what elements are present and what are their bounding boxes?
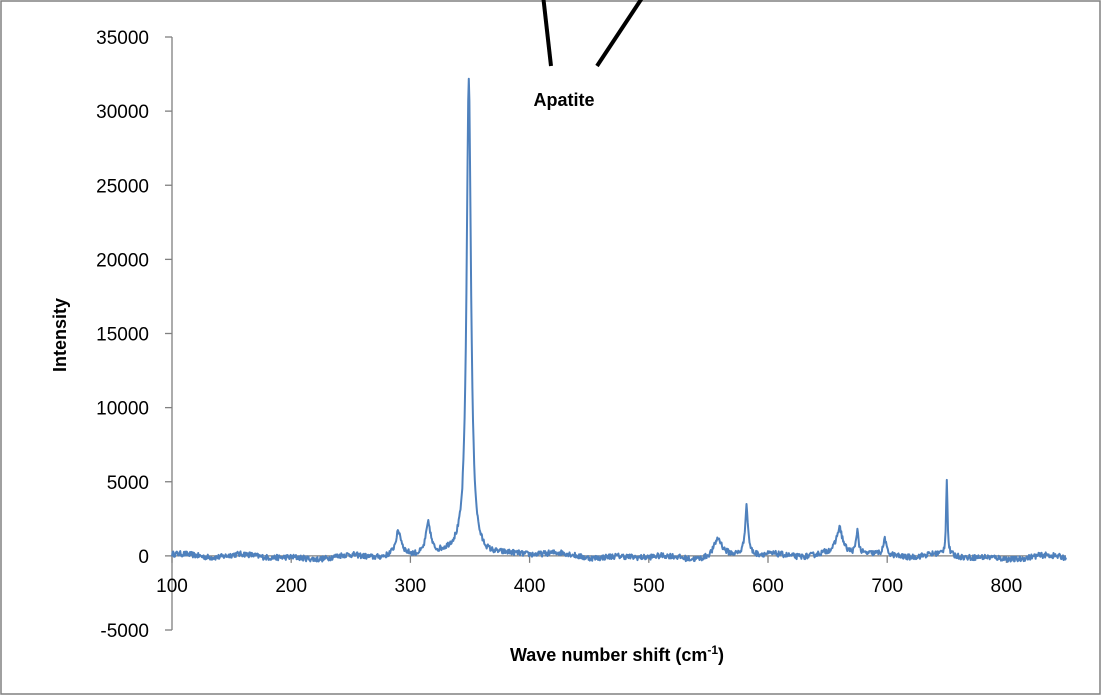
x-axis-title-sup: -1: [707, 643, 718, 657]
y-tick-label: 25000: [96, 176, 149, 197]
y-ticks: -5000 0 5000 10000 15000 20000 25000 30000 35000: [96, 28, 172, 642]
x-tick-label: 600: [752, 576, 784, 597]
spectrum-line: [171, 77, 1067, 563]
x-tick-label: 800: [991, 576, 1023, 597]
x-tick-label: 100: [156, 576, 188, 597]
x-axis-title: Wave number shift (cm-1): [510, 643, 724, 665]
x-tick-label: 400: [514, 576, 546, 597]
annotation-label: Apatite: [533, 90, 594, 110]
y-tick-label: 30000: [96, 102, 149, 123]
x-axis-title-tail: ): [718, 645, 724, 665]
y-tick-label: 35000: [96, 28, 149, 49]
y-tick-label: 15000: [96, 325, 149, 346]
annotation-pointer-left: [541, 0, 553, 67]
y-tick-label: 0: [138, 547, 149, 568]
y-tick-label: -5000: [100, 621, 149, 642]
x-tick-label: 200: [275, 576, 307, 597]
y-axis-title: Intensity: [50, 298, 70, 372]
annotation-pointer-right: [595, 0, 644, 68]
x-axis-title-main: Wave number shift (cm: [510, 645, 707, 665]
y-tick-label: 5000: [107, 473, 149, 494]
x-tick-label: 700: [871, 576, 903, 597]
y-tick-label: 10000: [96, 399, 149, 420]
apatite-annotation: Apatite: [533, 0, 644, 110]
x-ticks: 100 200 300 400 500 600 700 800: [156, 555, 1023, 597]
y-tick-label: 20000: [96, 250, 149, 271]
x-tick-label: 300: [395, 576, 427, 597]
x-tick-label: 500: [633, 576, 665, 597]
